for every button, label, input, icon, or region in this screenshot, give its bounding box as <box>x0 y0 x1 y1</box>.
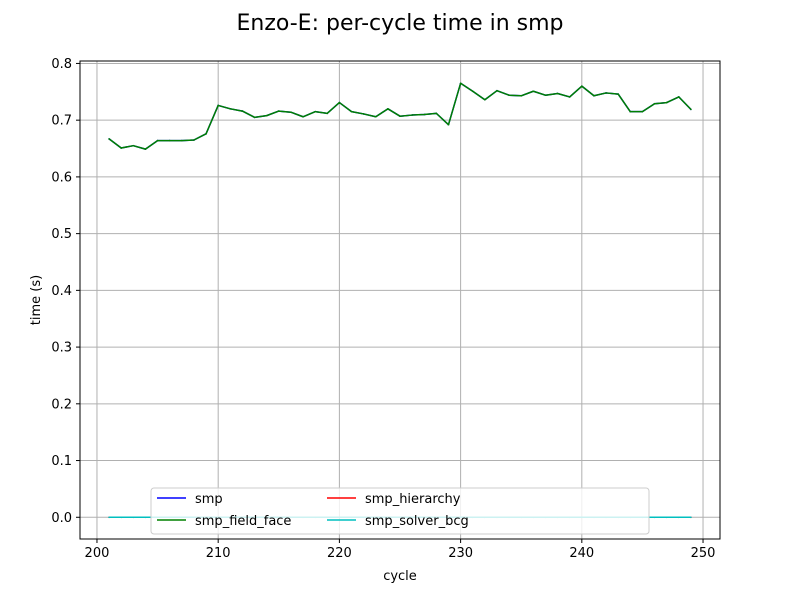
data-point <box>132 516 135 519</box>
x-tick-label: 210 <box>206 546 231 561</box>
y-axis-label: time (s) <box>29 275 44 325</box>
data-point <box>387 108 389 110</box>
x-axis-label: cycle <box>383 569 417 584</box>
data-point <box>314 110 316 113</box>
legend-label: smp <box>195 492 223 507</box>
data-point <box>556 92 559 95</box>
data-point <box>532 90 535 93</box>
data-point <box>641 110 644 113</box>
y-tick-label: 0.6 <box>51 170 72 185</box>
x-tick-label: 240 <box>569 546 594 561</box>
data-point <box>605 92 607 94</box>
legend-item: smp_solver_bcg <box>327 514 469 529</box>
data-point <box>411 114 413 116</box>
legend-label: smp_field_face <box>195 514 291 529</box>
data-point <box>120 147 123 149</box>
data-point <box>617 93 619 95</box>
data-point <box>484 98 486 101</box>
data-point <box>253 116 256 119</box>
y-tick-label: 0.7 <box>51 114 72 129</box>
legend-item: smp_field_face <box>157 514 291 529</box>
data-point <box>653 102 656 105</box>
data-point <box>459 82 462 85</box>
data-point <box>423 113 426 116</box>
x-tick-label: 230 <box>448 546 473 561</box>
legend-label: smp_solver_bcg <box>365 514 469 529</box>
legend-box <box>150 487 650 535</box>
data-point <box>338 101 341 104</box>
data-point <box>302 115 304 118</box>
x-tick-label: 200 <box>85 546 110 561</box>
data-point <box>241 110 244 112</box>
data-point <box>168 139 171 142</box>
data-point <box>144 148 147 150</box>
y-tick-label: 0.4 <box>51 284 72 299</box>
data-point <box>435 112 438 115</box>
y-tick-label: 0.0 <box>51 511 72 526</box>
data-point <box>677 516 680 519</box>
plot-frame <box>79 60 721 540</box>
legend: smp smp_field_face smp_hierarchy smp_solver… <box>150 487 650 535</box>
data-point <box>690 516 692 519</box>
series-smp-field-face <box>108 82 692 150</box>
y-tick-label: 0.2 <box>51 397 72 412</box>
data-point <box>568 96 571 98</box>
data-point <box>653 516 656 519</box>
data-point <box>156 139 159 142</box>
legend-label: smp_hierarchy <box>365 492 461 507</box>
axis-ticks: 200 210 220 230 240 250 0.0 0.1 0.2 0.3 0.4 0.5 0.6 0… <box>51 57 715 561</box>
data-point <box>399 115 401 117</box>
data-point <box>181 139 183 142</box>
y-tick-label: 0.3 <box>51 341 72 356</box>
chart-title: Enzo-E: per-cycle time in smp <box>236 11 563 36</box>
data-point <box>690 108 692 111</box>
gridlines <box>80 61 720 539</box>
data-point <box>144 516 147 519</box>
x-tick-label: 250 <box>691 546 716 561</box>
data-point <box>629 110 632 113</box>
data-point <box>277 110 280 112</box>
y-tick-label: 0.8 <box>51 57 72 72</box>
data-point <box>290 111 292 114</box>
data-point <box>593 94 595 97</box>
data-point <box>132 144 135 147</box>
legend-item: smp_hierarchy <box>327 492 461 507</box>
data-point <box>520 94 523 97</box>
data-point <box>205 132 207 135</box>
data-point <box>217 104 219 107</box>
data-point <box>193 139 195 141</box>
data-point <box>350 110 353 113</box>
data-point <box>581 85 583 87</box>
data-point <box>544 94 547 97</box>
data-point <box>665 516 668 519</box>
data-point <box>471 90 474 93</box>
y-tick-label: 0.5 <box>51 227 72 242</box>
data-point <box>108 516 110 519</box>
data-point <box>362 113 365 115</box>
data-point <box>665 101 668 104</box>
data-point <box>120 516 123 519</box>
data-point <box>326 112 329 115</box>
x-tick-label: 220 <box>327 546 352 561</box>
y-tick-label: 0.1 <box>51 454 72 469</box>
legend-item: smp <box>157 492 223 507</box>
data-point <box>496 89 498 92</box>
data-point <box>374 115 377 118</box>
data-point <box>265 114 268 117</box>
data-point <box>447 123 450 126</box>
data-point <box>508 94 510 97</box>
data-point <box>108 138 110 140</box>
data-point <box>229 108 232 110</box>
data-point <box>677 96 680 98</box>
